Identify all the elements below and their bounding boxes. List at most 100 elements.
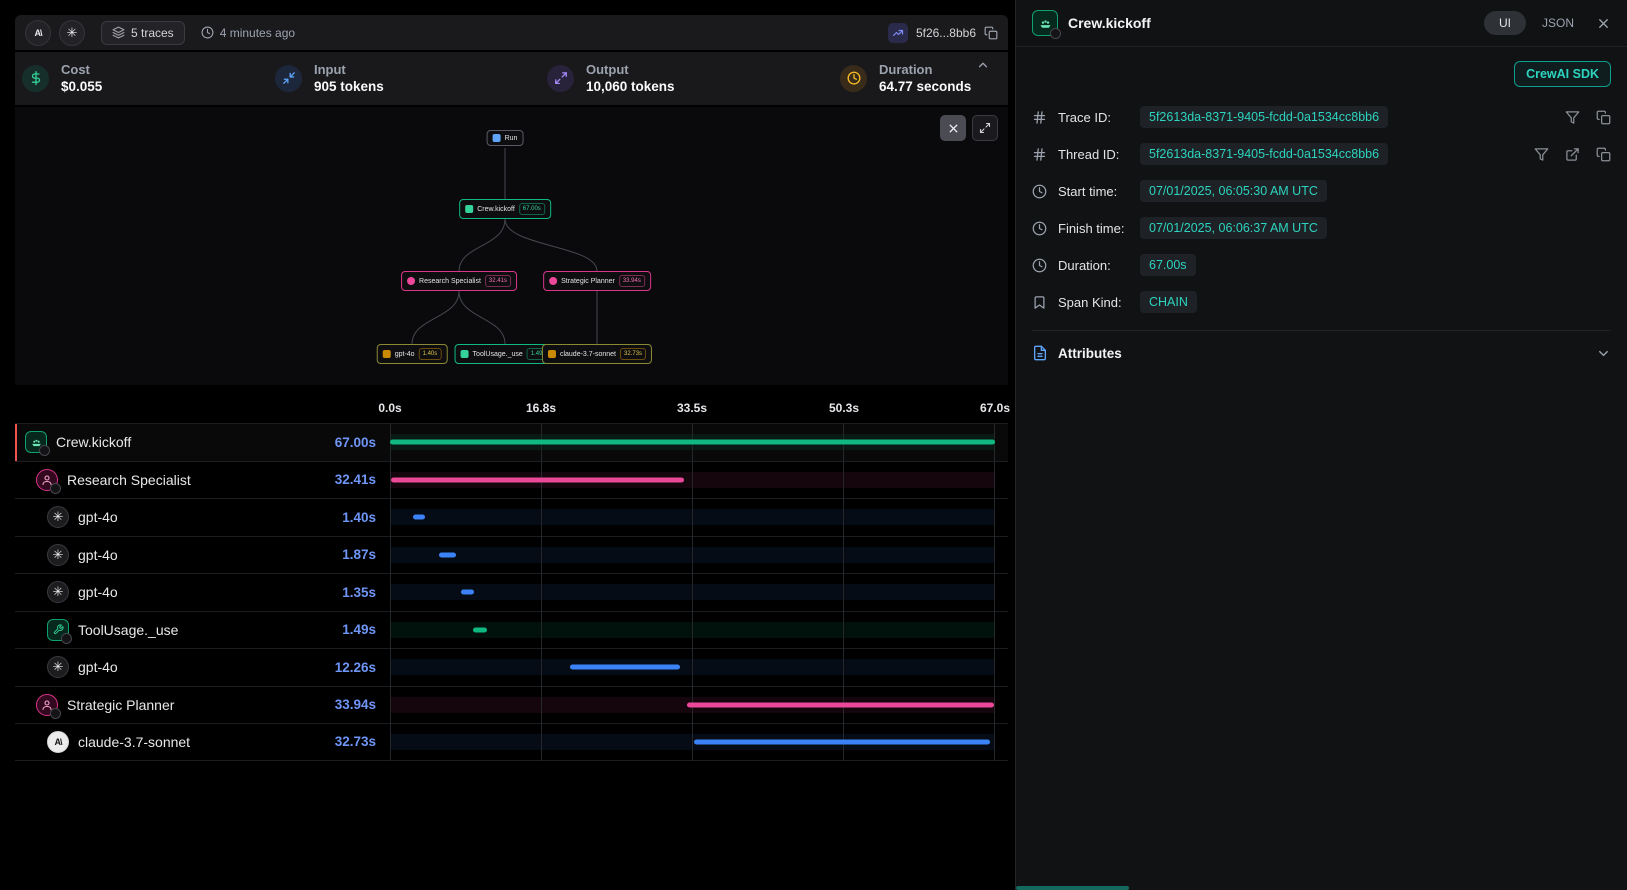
span-track <box>390 509 995 526</box>
traces-count-badge[interactable]: 5 traces <box>101 20 185 45</box>
arrows-in-icon <box>275 64 302 92</box>
node-type-icon <box>382 350 391 359</box>
row-chart <box>390 687 995 724</box>
span-duration: 12.26s <box>334 659 376 675</box>
agent-icon <box>36 468 61 494</box>
node-type-icon <box>547 350 556 359</box>
span-name: gpt-4o <box>78 546 118 563</box>
graph-node-claude-3-7-sonnet[interactable]: claude-3.7-sonnet 32.73s <box>541 344 653 365</box>
span-bar <box>694 739 990 745</box>
span-bar <box>473 627 487 633</box>
integration-badge <box>50 482 61 494</box>
field-label: Thread ID: <box>1058 146 1120 162</box>
node-label: gpt-4o <box>394 350 415 358</box>
span-track <box>390 659 995 676</box>
node-chip: 32.41s <box>484 275 511 288</box>
stat-output: Output 10,060 tokens <box>547 62 675 96</box>
file-chart-icon <box>1032 345 1048 361</box>
span-bar <box>438 552 456 558</box>
tab-ui[interactable]: UI <box>1483 11 1526 35</box>
anthropic-icon: A\ <box>47 730 69 753</box>
horizontal-scrollbar-thumb[interactable] <box>1016 886 1129 890</box>
timeline-row-crew-kickoff[interactable]: Crew.kickoff 67.00s <box>15 423 1008 461</box>
span-duration: 1.35s <box>342 584 376 600</box>
span-name: gpt-4o <box>78 584 118 601</box>
anthropic-logo-icon: A\ <box>25 19 51 46</box>
stat-value: 10,060 tokens <box>586 78 675 94</box>
span-bar <box>390 477 684 483</box>
copy-icon[interactable] <box>1596 147 1611 162</box>
node-type-icon <box>549 277 558 286</box>
graph-node-crew-kickoff[interactable]: Crew.kickoff 67.00s <box>459 199 551 220</box>
trace-graph-canvas[interactable]: Run Crew.kickoff 67.00s Research Special… <box>15 107 1008 385</box>
filter-icon[interactable] <box>1565 110 1580 125</box>
field-label: Finish time: <box>1058 220 1125 236</box>
trace-chart-icon[interactable] <box>887 22 908 43</box>
detail-row-finish-time: Finish time: 07/01/2025, 06:06:37 AM UTC <box>1032 214 1611 242</box>
axis-tick: 67.0s <box>979 401 1011 415</box>
trace-id-short: 5f26...8bb6 <box>915 25 976 40</box>
chevron-down-icon[interactable] <box>1596 346 1611 361</box>
span-duration: 1.87s <box>342 547 376 563</box>
sdk-badge[interactable]: CrewAI SDK <box>1514 61 1611 87</box>
copy-trace-id-icon[interactable] <box>984 26 998 40</box>
row-chart <box>390 612 995 649</box>
span-track <box>390 584 995 601</box>
copy-icon[interactable] <box>1596 110 1611 125</box>
stat-label: Input <box>314 61 346 77</box>
timeline-row-gpt-4o[interactable]: ✳ gpt-4o 1.35s <box>15 573 1008 611</box>
span-detail-panel: Crew.kickoff UI JSON CrewAI SDK Trace ID… <box>1015 0 1627 890</box>
filter-icon[interactable] <box>1534 147 1549 162</box>
graph-node-run[interactable]: Run <box>486 130 524 146</box>
crewai-icon <box>25 431 50 457</box>
span-bar <box>390 439 995 445</box>
stat-label: Cost <box>61 61 90 77</box>
axis-tick: 33.5s <box>676 401 708 415</box>
timeline-row-gpt-4o[interactable]: ✳ gpt-4o 12.26s <box>15 648 1008 686</box>
row-chart <box>390 499 995 536</box>
span-duration: 33.94s <box>334 697 376 713</box>
span-track <box>390 546 995 563</box>
node-chip: 67.00s <box>518 203 545 216</box>
hash-icon <box>1032 110 1058 125</box>
external-link-icon[interactable] <box>1565 147 1580 162</box>
graph-node-gpt-4o[interactable]: gpt-4o 1.40s <box>376 344 448 365</box>
collapse-stats-chevron-up-icon[interactable] <box>976 58 990 72</box>
detail-title: Crew.kickoff <box>1068 15 1151 31</box>
field-label: Trace ID: <box>1058 109 1111 125</box>
field-label: Start time: <box>1058 183 1118 199</box>
timeline-row-gpt-4o[interactable]: ✳ gpt-4o 1.87s <box>15 535 1008 574</box>
graph-node-strategic-planner[interactable]: Strategic Planner 33.94s <box>543 271 651 292</box>
layers-icon <box>112 26 125 39</box>
trace-stats-bar: Cost $0.055 Input 905 tokens Output 10,0… <box>15 52 1008 105</box>
field-label: Duration: <box>1058 257 1111 273</box>
integration-badge <box>61 632 72 644</box>
time-axis: 0.0s 16.8s 33.5s 50.3s 67.0s <box>15 393 1011 423</box>
tab-json[interactable]: JSON <box>1541 16 1574 30</box>
axis-tick: 16.8s <box>525 401 557 415</box>
timeline-row-research-specialist[interactable]: Research Specialist 32.41s <box>15 460 1008 499</box>
graph-node-toolusage[interactable]: ToolUsage._use 1.49s <box>454 344 556 365</box>
span-waterfall: 0.0s 16.8s 33.5s 50.3s 67.0s Crew.kickof… <box>15 393 1011 761</box>
timeline-row-claude-3-7-sonnet[interactable]: A\ claude-3.7-sonnet 32.73s <box>15 723 1008 761</box>
crewai-icon <box>1032 10 1061 39</box>
row-chart <box>390 574 995 611</box>
timeline-row-strategic-planner[interactable]: Strategic Planner 33.94s <box>15 685 1008 724</box>
attributes-label: Attributes <box>1058 345 1122 361</box>
close-graph-button[interactable] <box>940 115 966 141</box>
timeline-row-toolusage[interactable]: ToolUsage._use 1.49s <box>15 610 1008 649</box>
attributes-section-toggle[interactable]: Attributes <box>1032 330 1611 373</box>
expand-graph-button[interactable] <box>972 115 998 141</box>
dollar-icon <box>22 64 49 92</box>
node-chip: 33.94s <box>618 275 645 288</box>
node-label: ToolUsage._use <box>472 350 523 358</box>
row-chart <box>390 649 995 686</box>
detail-row-start-time: Start time: 07/01/2025, 06:05:30 AM UTC <box>1032 177 1611 205</box>
close-panel-icon[interactable] <box>1596 16 1611 31</box>
row-chart <box>390 537 995 574</box>
trace-header-bar: A\ ✳ 5 traces 4 minutes ago 5f26...8bb6 <box>15 15 1008 50</box>
timeline-row-gpt-4o[interactable]: ✳ gpt-4o 1.40s <box>15 498 1008 536</box>
hash-icon <box>1032 147 1058 162</box>
graph-node-research-specialist[interactable]: Research Specialist 32.41s <box>401 271 517 292</box>
clock-icon <box>840 64 867 92</box>
